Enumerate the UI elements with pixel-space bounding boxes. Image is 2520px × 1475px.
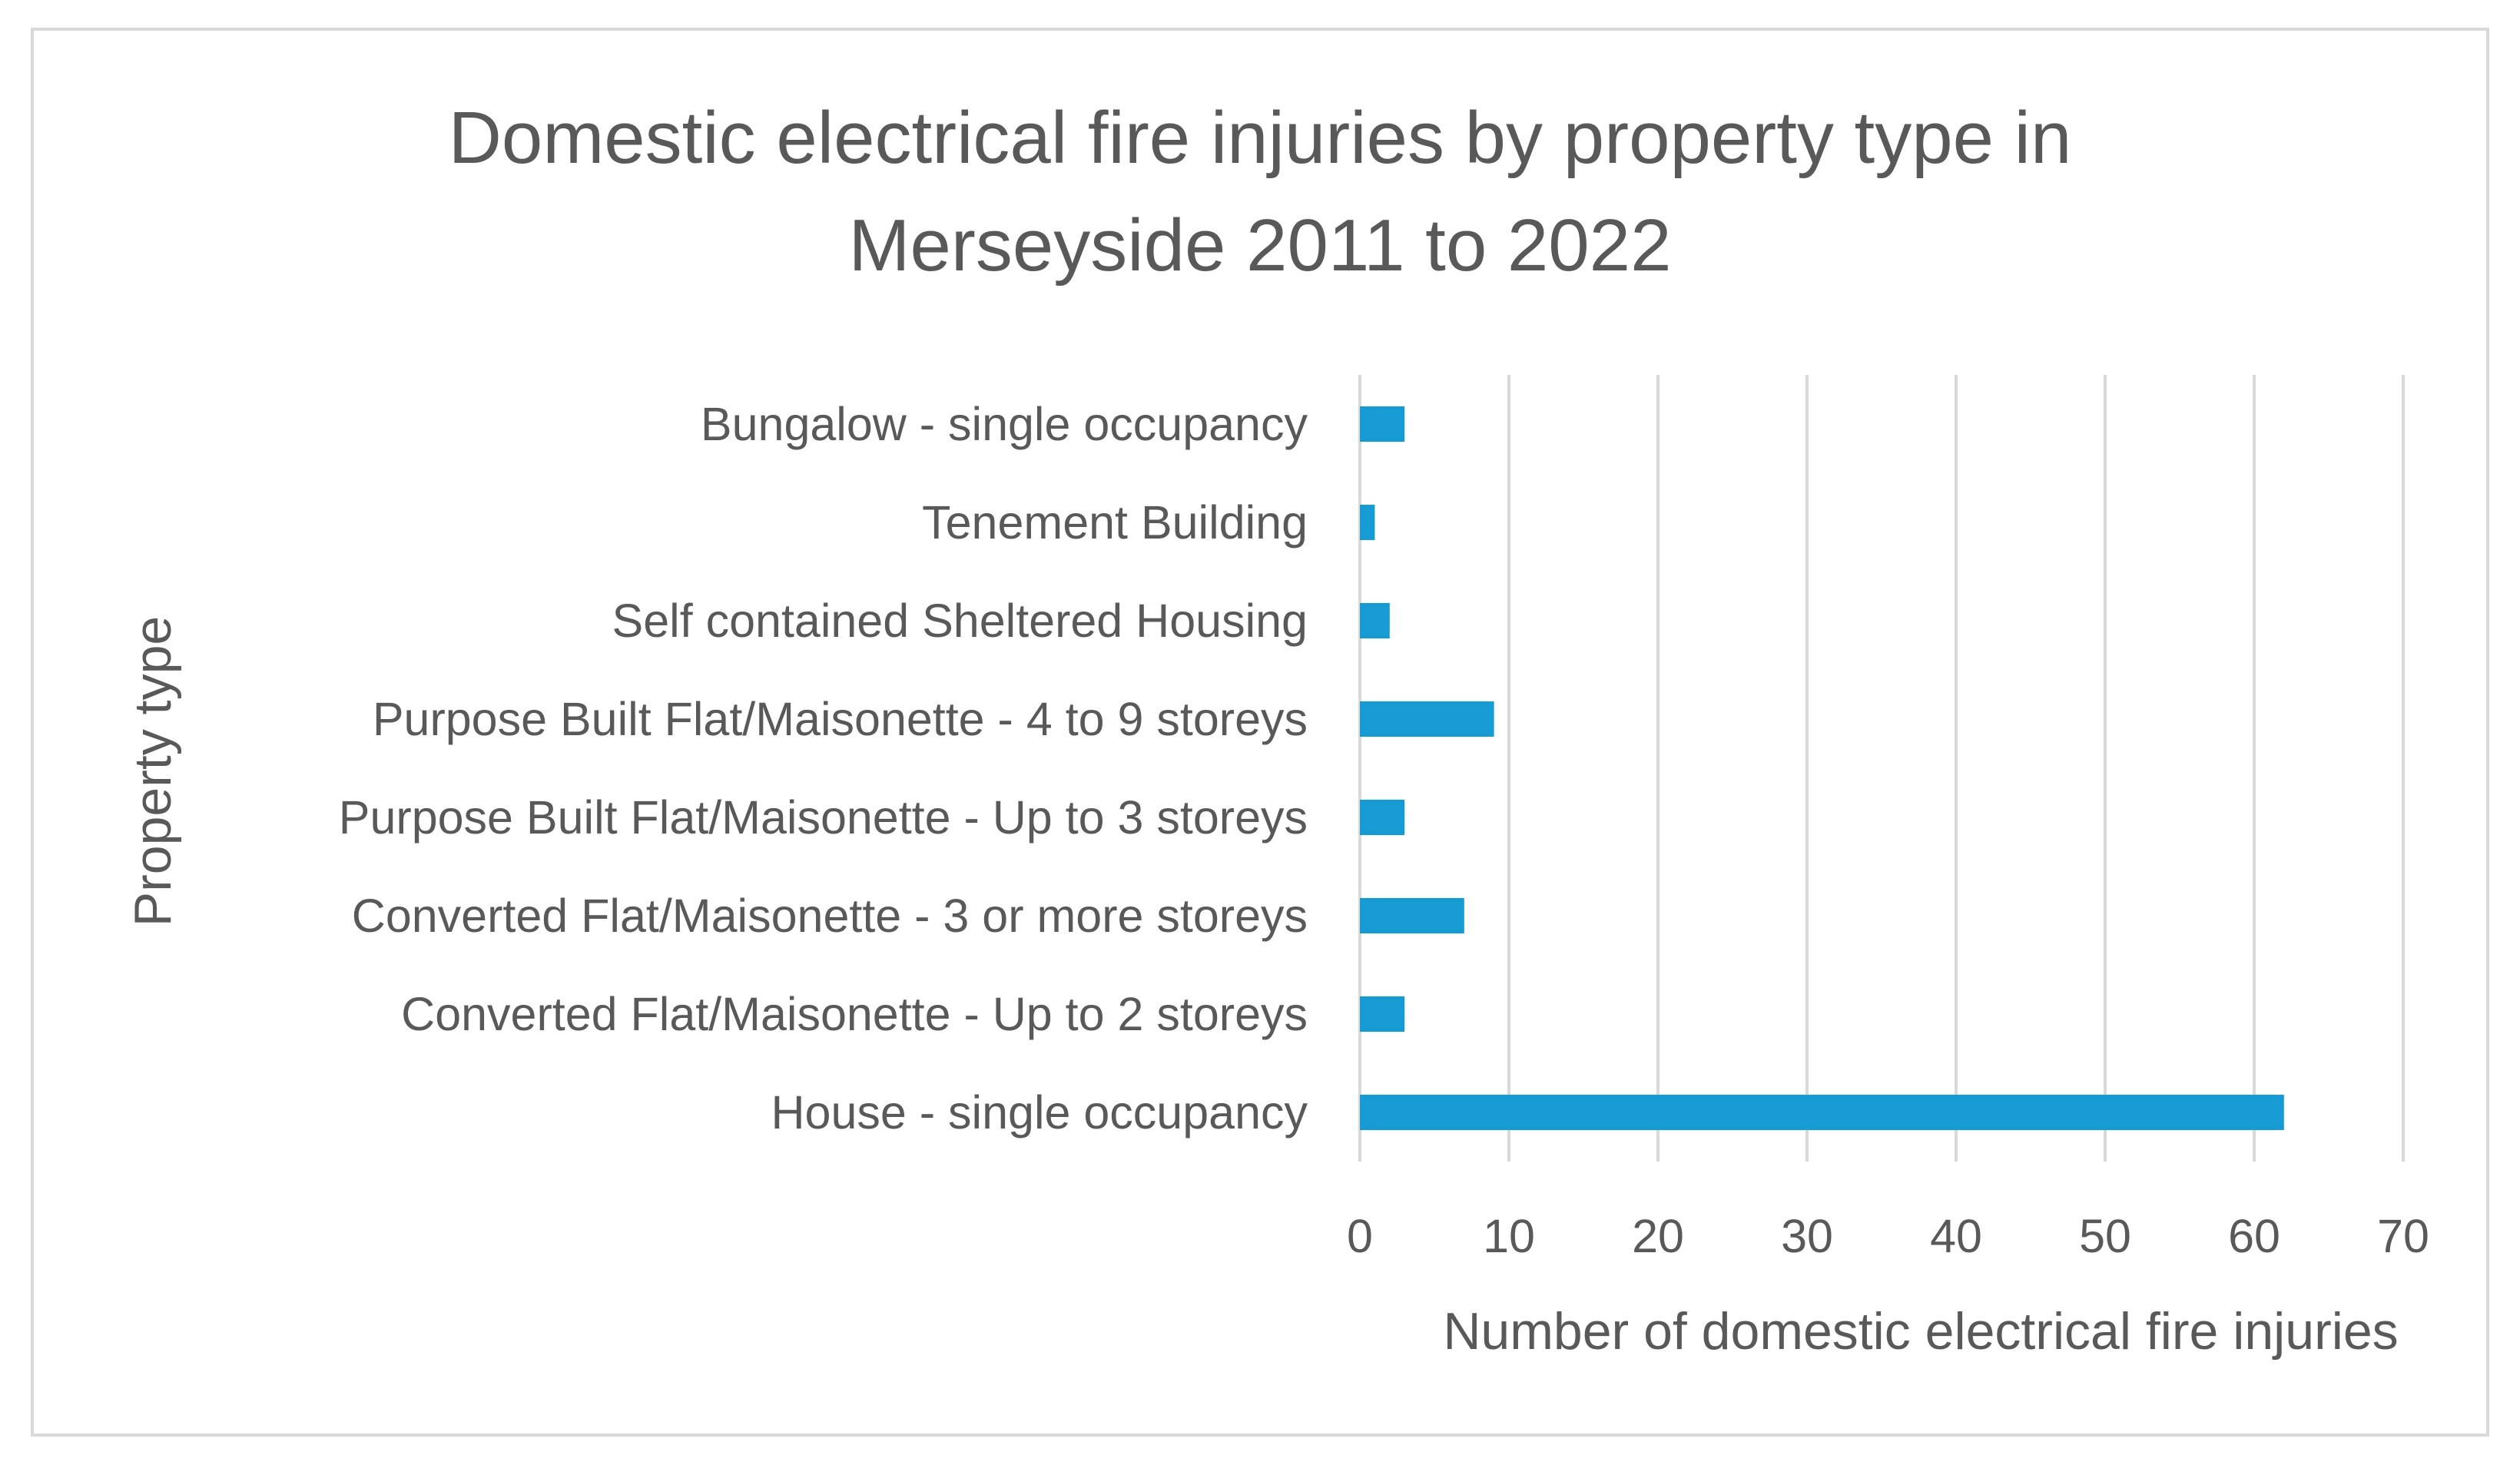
bar-6	[1360, 996, 1405, 1032]
chart-title-line-2: Merseyside 2011 to 2022	[849, 204, 1672, 287]
category-label-6: Converted Flat/Maisonette - Up to 2 stor…	[401, 988, 1308, 1040]
category-labels: Bungalow - single occupancy Tenement Buil…	[339, 398, 1308, 1139]
x-tick-label-70: 70	[2377, 1210, 2429, 1262]
category-label-5: Converted Flat/Maisonette - 3 or more st…	[352, 890, 1308, 942]
y-axis-title: Property type	[124, 616, 182, 926]
x-tick-labels: 0 10 20 30 40 50 60 70	[1347, 1210, 2429, 1262]
category-label-7: House - single occupancy	[771, 1086, 1308, 1139]
category-label-3: Purpose Built Flat/Maisonette - 4 to 9 s…	[373, 693, 1308, 745]
chart-frame	[31, 28, 2489, 1437]
gridlines	[1358, 375, 2405, 1162]
bars	[1360, 406, 2284, 1131]
bar-0	[1360, 406, 1405, 442]
x-tick-label-60: 60	[2228, 1210, 2280, 1262]
bar-2	[1360, 602, 1390, 639]
bar-4	[1360, 799, 1405, 836]
category-label-0: Bungalow - single occupancy	[701, 398, 1308, 450]
x-tick-label-50: 50	[2079, 1210, 2131, 1262]
category-label-1: Tenement Building	[922, 496, 1308, 549]
bar-5	[1360, 897, 1464, 934]
x-tick-label-0: 0	[1347, 1210, 1373, 1262]
x-tick-label-10: 10	[1483, 1210, 1535, 1262]
x-tick-label-40: 40	[1930, 1210, 1982, 1262]
x-tick-label-20: 20	[1632, 1210, 1684, 1262]
category-label-4: Purpose Built Flat/Maisonette - Up to 3 …	[339, 791, 1308, 844]
bar-1	[1360, 504, 1375, 541]
x-tick-label-30: 30	[1781, 1210, 1833, 1262]
bar-3	[1360, 701, 1494, 738]
category-label-2: Self contained Sheltered Housing	[612, 595, 1308, 647]
x-axis-title: Number of domestic electrical fire injur…	[1443, 1302, 2398, 1361]
bar-7	[1360, 1094, 2284, 1131]
chart-title: Domestic electrical fire injuries by pro…	[449, 97, 2072, 287]
chart-title-line-1: Domestic electrical fire injuries by pro…	[449, 97, 2072, 179]
